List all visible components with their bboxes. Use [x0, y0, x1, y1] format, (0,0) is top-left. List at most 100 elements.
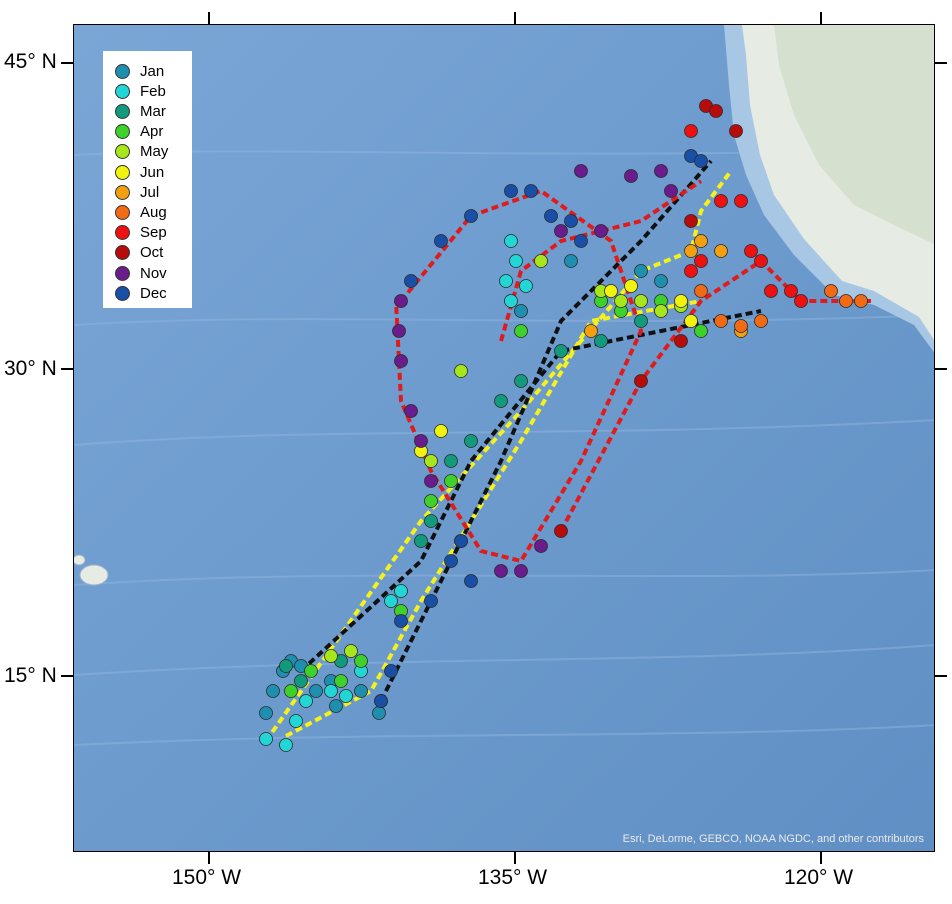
- lon-label-120: 120° W: [784, 866, 854, 889]
- track-point: [424, 594, 438, 608]
- legend-swatch: [115, 245, 130, 261]
- track-point: [684, 124, 698, 138]
- track-point: [444, 554, 458, 568]
- track-points: [259, 99, 868, 752]
- legend-swatch: [115, 164, 130, 180]
- track-point: [309, 684, 323, 698]
- yellow-track: [264, 169, 733, 743]
- track-point: [764, 284, 778, 298]
- track-point: [394, 354, 408, 368]
- legend-swatch: [115, 285, 130, 301]
- track-point: [499, 274, 513, 288]
- yellow-track-2: [285, 299, 702, 738]
- track-point: [674, 294, 688, 308]
- legend-label: Mar: [140, 102, 166, 120]
- track-point: [754, 254, 768, 268]
- track-point: [554, 224, 568, 238]
- track-point: [714, 244, 728, 258]
- track-point: [624, 169, 638, 183]
- track-point: [694, 154, 708, 168]
- track-point: [654, 274, 668, 288]
- track-point: [544, 209, 558, 223]
- track-point: [574, 234, 588, 248]
- legend-label: Dec: [140, 284, 167, 302]
- tick-top-135: [514, 12, 516, 24]
- track-point: [514, 564, 528, 578]
- track-point: [594, 334, 608, 348]
- legend-label: Apr: [140, 123, 164, 141]
- map-canvas[interactable]: [74, 25, 935, 852]
- lon-label-135: 135° W: [478, 866, 548, 889]
- track-point: [714, 194, 728, 208]
- track-point: [444, 474, 458, 488]
- tick-bottom-150: [208, 852, 210, 864]
- track-point: [414, 434, 428, 448]
- track-point: [384, 594, 398, 608]
- track-point: [289, 714, 303, 728]
- track-point: [504, 294, 518, 308]
- track-point: [614, 294, 628, 308]
- lon-label-150: 150° W: [172, 866, 242, 889]
- red-track-2: [499, 179, 703, 342]
- track-point: [514, 304, 528, 318]
- legend-item-dec: Dec: [115, 283, 167, 303]
- track-point: [279, 659, 293, 673]
- legend-label: Oct: [140, 244, 164, 262]
- track-point: [634, 314, 648, 328]
- legend-item-sep: Sep: [115, 223, 167, 243]
- track-point: [394, 294, 408, 308]
- track-point: [374, 694, 388, 708]
- track-point: [334, 674, 348, 688]
- legend-swatch: [115, 225, 130, 241]
- track-point: [454, 364, 468, 378]
- track-point: [464, 209, 478, 223]
- track-point: [464, 434, 478, 448]
- track-point: [394, 584, 408, 598]
- legend-item-oct: Oct: [115, 243, 163, 263]
- track-point: [839, 294, 853, 308]
- track-point: [384, 664, 398, 678]
- legend-label: Jan: [140, 62, 165, 80]
- track-point: [354, 684, 368, 698]
- lat-label-15: 15° N: [4, 664, 57, 687]
- tick-bottom-120: [820, 852, 822, 864]
- track-point: [424, 514, 438, 528]
- track-point: [564, 214, 578, 228]
- track-point: [709, 104, 723, 118]
- track-point: [784, 284, 798, 298]
- tick-left-45: [61, 62, 73, 64]
- legend-swatch: [115, 265, 130, 281]
- track-point: [444, 454, 458, 468]
- track-point: [824, 284, 838, 298]
- track-point: [604, 284, 618, 298]
- track-point: [394, 614, 408, 628]
- track-point: [324, 649, 338, 663]
- legend-swatch: [115, 103, 130, 119]
- track-point: [564, 254, 578, 268]
- track-point: [259, 732, 273, 746]
- legend-label: Jul: [140, 183, 160, 201]
- legend-label: May: [140, 143, 169, 161]
- track-point: [372, 706, 386, 720]
- legend-swatch: [115, 63, 130, 79]
- legend-label: Nov: [140, 264, 167, 282]
- track-point: [404, 404, 418, 418]
- track-point: [624, 279, 638, 293]
- track-point: [324, 684, 338, 698]
- map-frame[interactable]: Esri, DeLorme, GEBCO, NOAA NGDC, and oth…: [73, 24, 935, 852]
- legend-item-mar: Mar: [115, 101, 166, 121]
- track-point: [279, 738, 293, 752]
- legend-item-jan: Jan: [115, 61, 164, 81]
- track-point: [504, 234, 518, 248]
- legend-item-jun: Jun: [115, 162, 164, 182]
- legend-item-feb: Feb: [115, 81, 166, 101]
- track-point: [654, 304, 668, 318]
- land-green: [774, 25, 934, 245]
- track-point: [634, 264, 648, 278]
- legend-label: Aug: [140, 203, 167, 221]
- track-point: [519, 279, 533, 293]
- track-point: [684, 264, 698, 278]
- hawaii-islands: [74, 554, 109, 586]
- legend-swatch: [115, 184, 130, 200]
- legend-item-apr: Apr: [115, 122, 163, 142]
